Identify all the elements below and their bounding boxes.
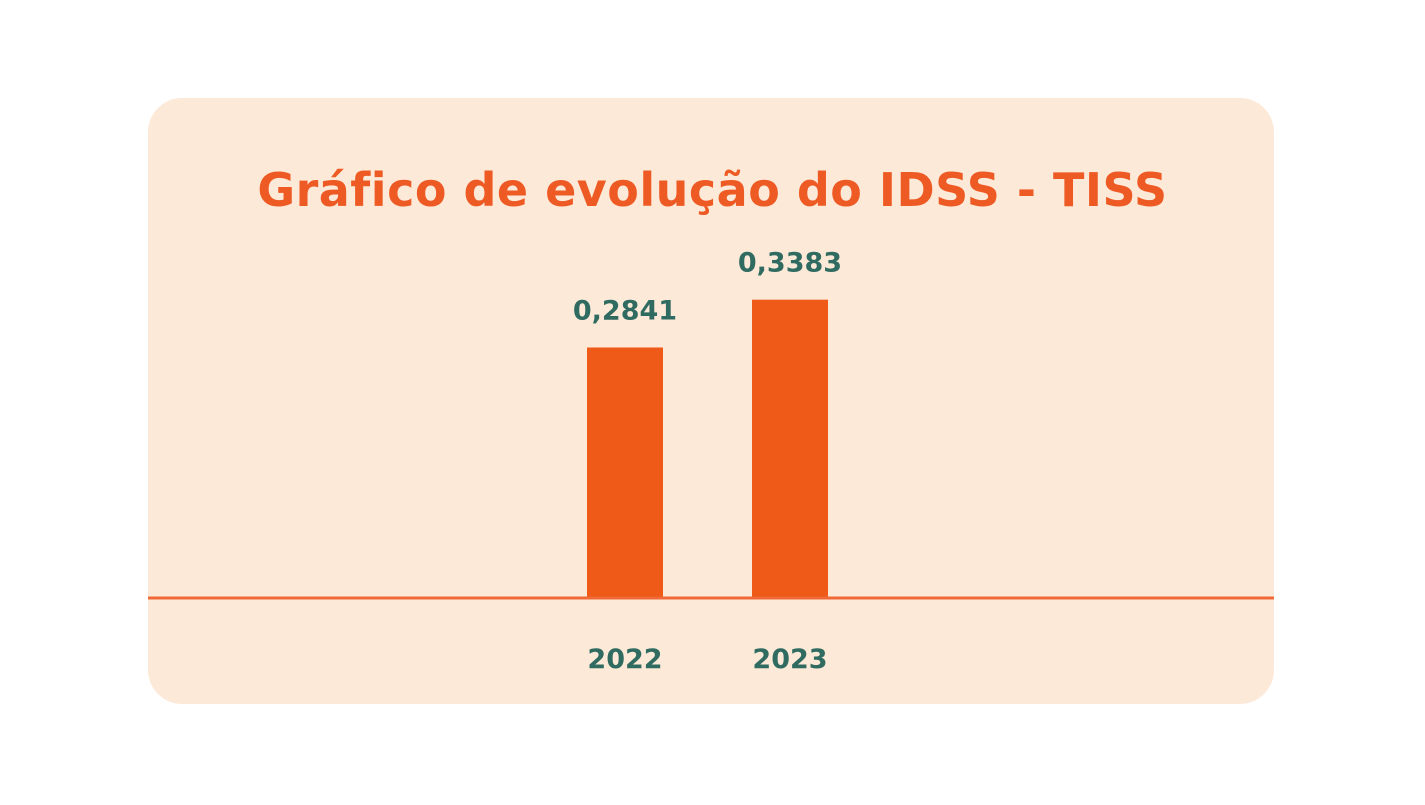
bar-2023	[752, 299, 828, 598]
category-label-2023: 2023	[752, 644, 827, 675]
bars-group	[587, 299, 828, 598]
bar-2022	[587, 347, 663, 598]
category-label-2022: 2022	[587, 644, 662, 675]
value-label-2023: 0,3383	[738, 248, 842, 279]
chart-card	[148, 98, 1274, 704]
chart-title: Gráfico de evolução do IDSS - TISS	[257, 163, 1168, 217]
value-label-2022: 0,2841	[573, 295, 677, 326]
labels-group: 0,2841 2022 0,3383 2023	[573, 248, 842, 675]
